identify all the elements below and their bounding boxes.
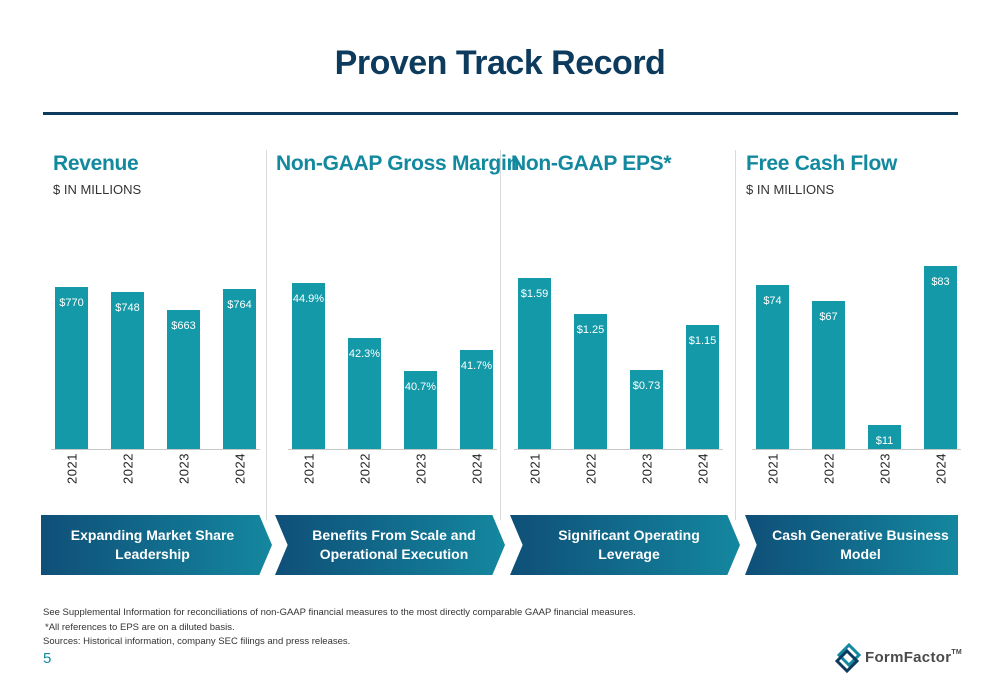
x-tick-label: 2022 [821, 453, 836, 484]
chart-bar [111, 291, 144, 449]
title-rule [43, 112, 958, 115]
x-tick-label: 2023 [176, 453, 191, 484]
x-tick-label: 2021 [527, 453, 542, 484]
ribbon-market-share: Expanding Market Share Leadership [41, 515, 272, 575]
chart-title: Free Cash Flow [746, 152, 898, 175]
bar-value-label: $764 [227, 298, 252, 311]
bar-value-label: 41.7% [460, 360, 493, 373]
logo-name: FormFactor [865, 649, 952, 666]
chart-subtitle: $ IN MILLIONS [746, 182, 835, 197]
x-tick-label: 2022 [120, 453, 135, 484]
ribbon-label: Benefits From Scale and Operational Exec… [312, 527, 476, 562]
free-cash-flow-chart: Free Cash Flow $ IN MILLIONS [746, 150, 956, 495]
ribbon-scale: Benefits From Scale and Operational Exec… [275, 515, 505, 575]
ribbon-label: Significant Operating Leverage [558, 527, 700, 562]
chart-subtitle: $ IN MILLIONS [53, 182, 142, 197]
chart-bar [55, 287, 88, 449]
bar-value-label: 40.7% [404, 381, 437, 394]
chart-title: Non-GAAP Gross Margin [276, 152, 520, 175]
x-tick-label: 2024 [695, 453, 710, 484]
footnote-sources: Sources: Historical information, company… [43, 636, 351, 647]
slide-title: Proven Track Record [334, 44, 666, 82]
ribbon-label: Cash Generative Business Model [772, 527, 949, 562]
x-tick-label: 2021 [765, 453, 780, 484]
chart-bar [518, 277, 551, 449]
chart-bar [756, 285, 789, 449]
chart-bar [630, 370, 663, 449]
chart-baseline [752, 449, 961, 450]
x-tick-label: 2023 [877, 453, 892, 484]
formfactor-logo: FormFactorTM [835, 641, 962, 675]
panel-divider [500, 150, 501, 520]
chart-bar [686, 325, 719, 449]
chart-baseline [51, 449, 260, 450]
bar-value-label: 42.3% [348, 347, 381, 360]
ribbon-label: Expanding Market Share Leadership [70, 527, 235, 562]
bar-value-label: $11 [875, 434, 894, 447]
eps-chart: Non-GAAP EPS* [511, 150, 726, 495]
bar-value-label: $67 [819, 310, 838, 323]
panel-divider [735, 150, 736, 520]
bar-value-label: 44.9% [292, 293, 325, 306]
chart-bar [292, 283, 325, 449]
bar-value-label: $748 [115, 301, 140, 314]
logo-wordmark: FormFactorTM [865, 649, 962, 666]
page-number: 5 [43, 650, 52, 667]
x-tick-label: 2024 [933, 453, 948, 484]
bar-value-label: $83 [931, 275, 950, 288]
footnote-eps: *All references to EPS are on a diluted … [45, 622, 235, 633]
x-tick-label: 2021 [64, 453, 79, 484]
chart-bar [223, 288, 256, 449]
bar-value-label: $74 [763, 295, 782, 308]
chart-bar [348, 337, 381, 449]
x-tick-label: 2021 [301, 453, 316, 484]
chart-bar [868, 424, 901, 449]
bar-value-label: $663 [171, 319, 196, 332]
chart-baseline [288, 449, 497, 450]
chart-bar [167, 309, 200, 449]
x-tick-label: 2023 [413, 453, 428, 484]
ribbon-cash-generative: Cash Generative Business Model [745, 515, 958, 575]
bar-value-label: $0.73 [632, 380, 661, 393]
x-tick-label: 2024 [469, 453, 484, 484]
chart-title: Revenue [53, 152, 139, 175]
gross-margin-chart: Non-GAAP Gross Margin [276, 150, 519, 495]
panel-divider [266, 150, 267, 520]
chart-bar [574, 314, 607, 449]
x-tick-label: 2022 [583, 453, 598, 484]
bar-value-label: $1.15 [688, 335, 717, 348]
formfactor-mark-icon [835, 642, 862, 674]
chart-title: Non-GAAP EPS* [511, 152, 672, 175]
bar-value-label: $770 [59, 297, 84, 310]
x-tick-label: 2022 [357, 453, 372, 484]
chart-bar [404, 371, 437, 449]
x-tick-label: 2024 [232, 453, 247, 484]
bar-value-label: $1.25 [576, 324, 605, 337]
x-tick-label: 2023 [639, 453, 654, 484]
bar-value-label: $1.59 [520, 287, 549, 300]
chart-bar [924, 265, 957, 449]
footnote-reconciliation: See Supplemental Information for reconci… [43, 607, 636, 618]
logo-tm: TM [951, 649, 963, 656]
ribbon-operating-leverage: Significant Operating Leverage [510, 515, 740, 575]
chart-baseline [514, 449, 723, 450]
revenue-chart: Revenue $ IN MILLIONS [53, 150, 263, 495]
chart-bar [812, 300, 845, 449]
chart-bar [460, 350, 493, 449]
